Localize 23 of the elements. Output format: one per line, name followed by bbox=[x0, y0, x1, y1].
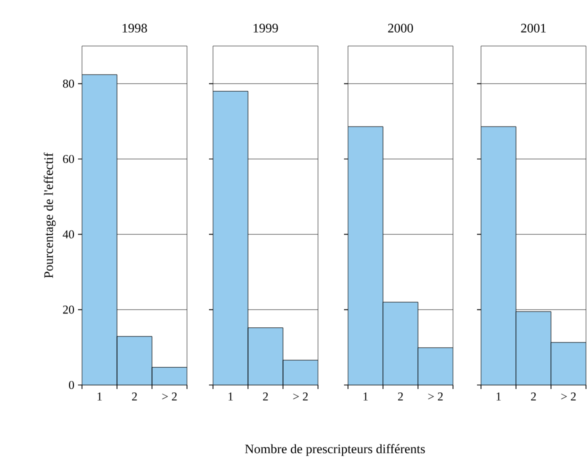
x-tick-label: 1 bbox=[98, 392, 102, 400]
y-axis-title: Pourcentage de l'effectif bbox=[44, 152, 56, 278]
x-tick-label: 1 bbox=[228, 392, 233, 400]
chart-title: 1999 bbox=[254, 24, 278, 33]
y-tick-label: 60 bbox=[63, 154, 74, 164]
y-tick-label: 40 bbox=[62, 230, 74, 238]
x-tick-label: > 2 bbox=[428, 392, 443, 400]
x-tick-label: 1 bbox=[364, 392, 368, 400]
x-tick-label: > 2 bbox=[162, 392, 177, 400]
x-tick-label: 2 bbox=[531, 392, 536, 400]
x-tick-label: 2 bbox=[132, 392, 137, 400]
y-tick-label: 0 bbox=[68, 380, 74, 390]
x-tick-label: 2 bbox=[263, 392, 268, 400]
chart-title: 2001 bbox=[521, 24, 546, 33]
y-tick-label: 20 bbox=[63, 306, 74, 314]
chart-title: 2000 bbox=[388, 24, 413, 33]
x-tick-label: > 2 bbox=[561, 392, 576, 400]
y-tick-label: 80 bbox=[62, 80, 74, 88]
chart-title: 1998 bbox=[122, 24, 147, 33]
x-tick-label: 2 bbox=[398, 392, 403, 400]
x-tick-label: 1 bbox=[496, 392, 501, 400]
x-tick-label: > 2 bbox=[293, 392, 308, 400]
x-axis-title: Nombre de prescripteurs différents bbox=[245, 444, 425, 456]
